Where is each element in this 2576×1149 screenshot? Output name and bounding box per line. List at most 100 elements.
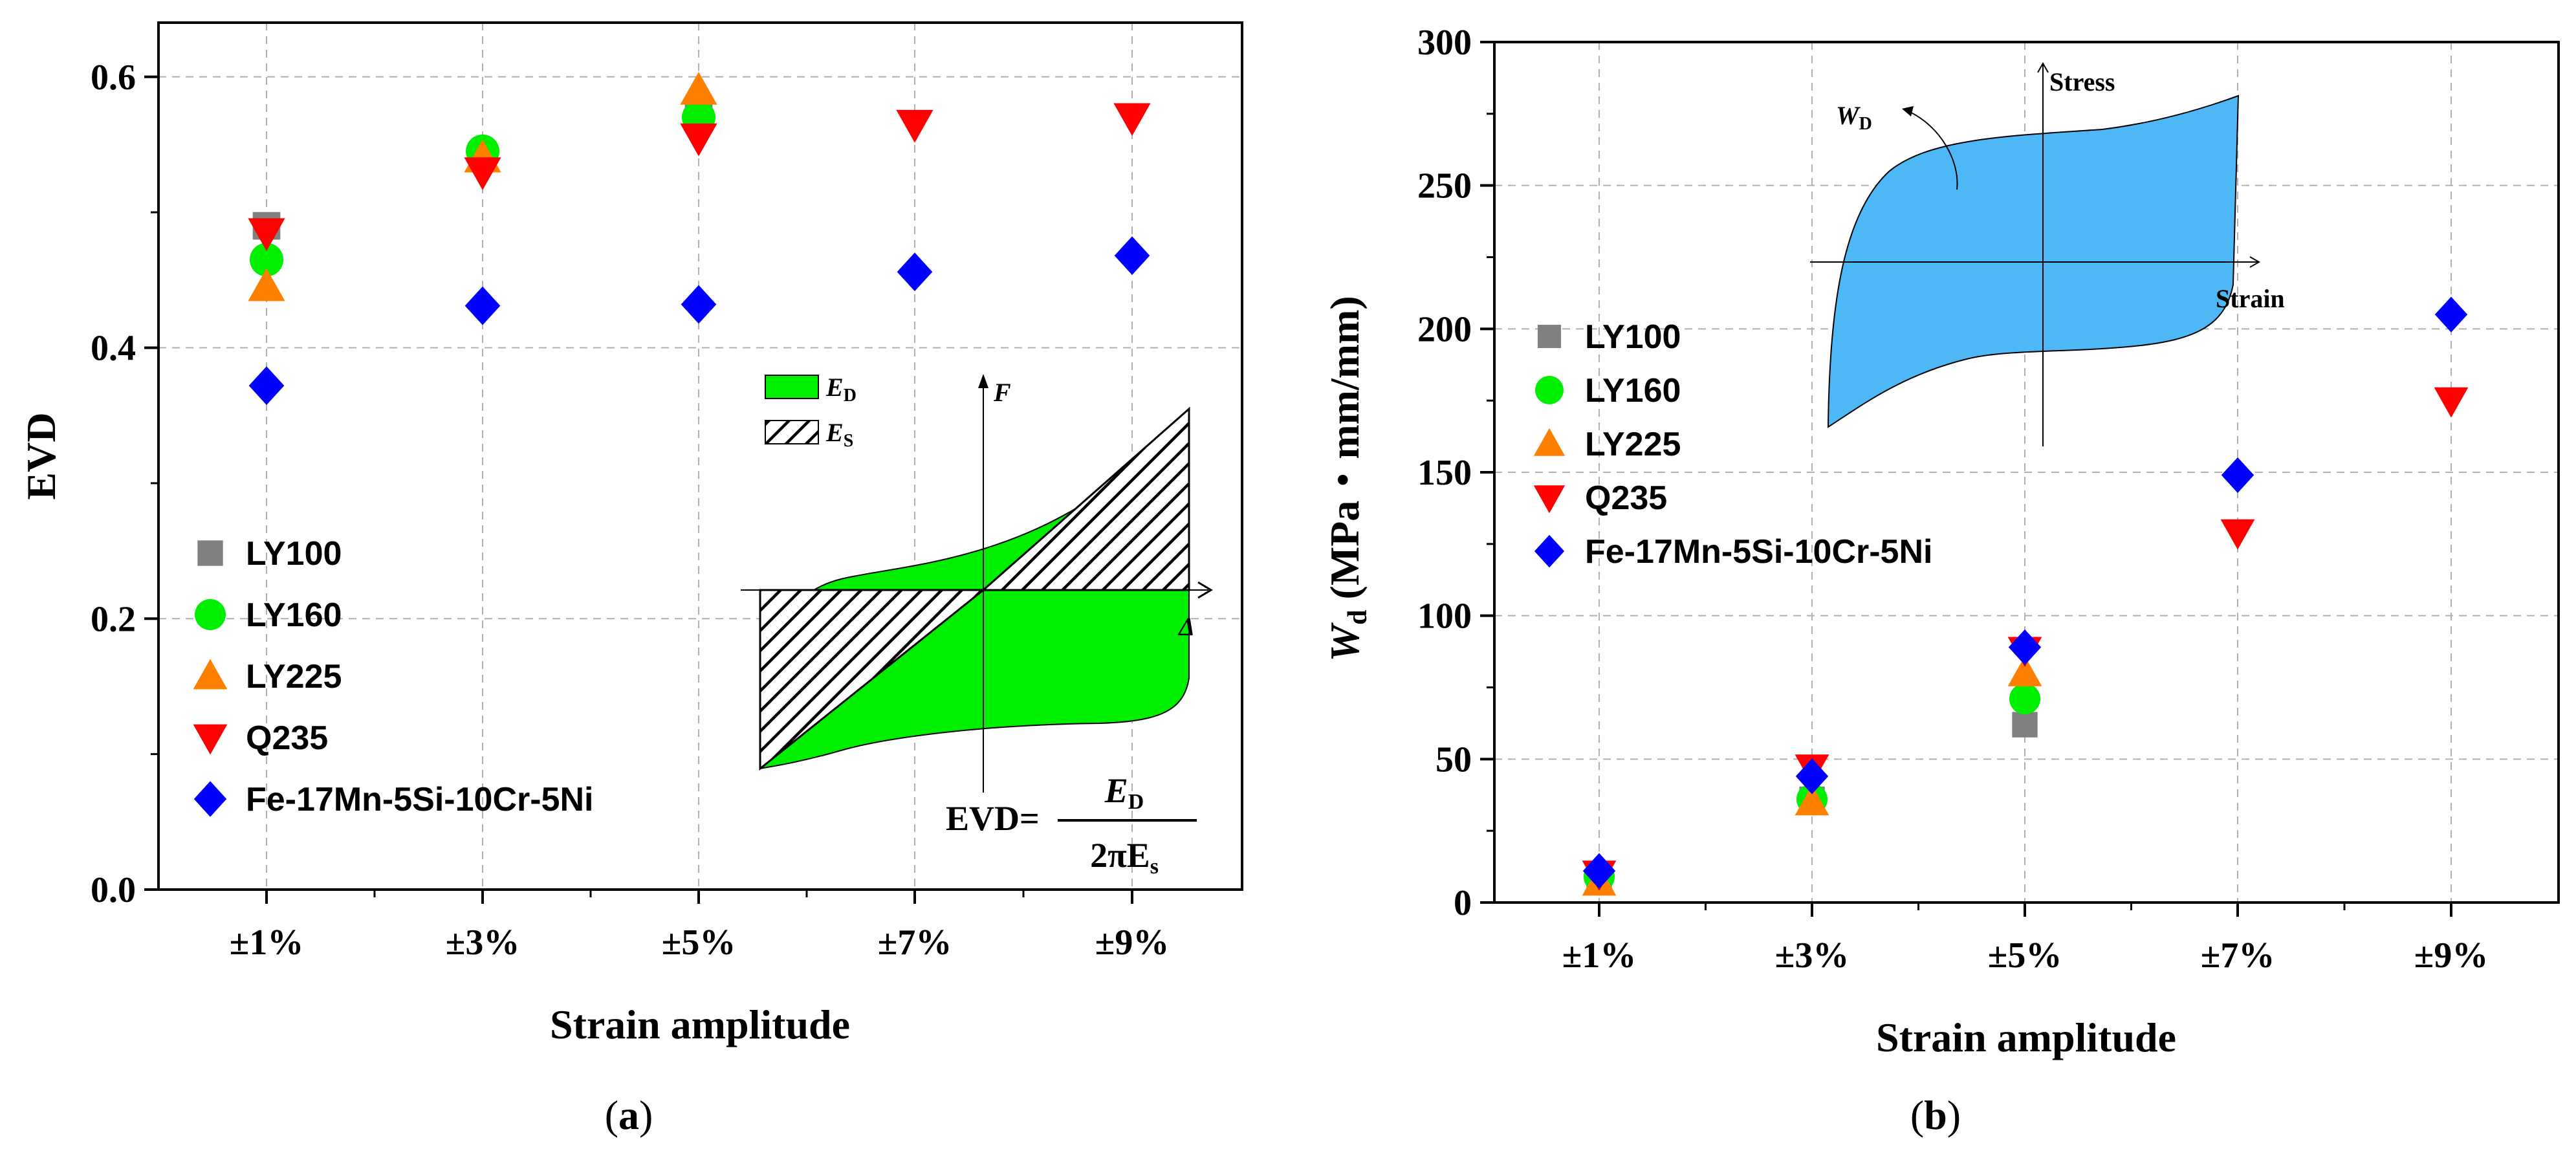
- panel-b-inset-haxis-arrow: [2249, 256, 2261, 268]
- panel-a-xtick-label: ±3%: [446, 923, 520, 963]
- panel-b-point-fe-17mn-5si-10cr-5ni-2: [1795, 758, 1829, 794]
- panel-b-inset-label-strain: Strain: [2216, 284, 2285, 313]
- panel-a-legend-label-ly225: LY225: [246, 658, 342, 695]
- panel-a-xtick-label: ±1%: [230, 923, 304, 963]
- panel-a-point-fe-17mn-5si-10cr-5ni-1: [248, 366, 285, 406]
- panel-a-legend-marker-ly225: [193, 659, 228, 690]
- panel-b-inset-label-wd: WD: [1836, 101, 1872, 134]
- panel-b-legend: LY100 LY160 LY225 Q235 Fe-17Mn-5Si-10Cr-5Ni: [1533, 318, 1932, 571]
- panel-a-legend-marker-fe-17mn-5si-10cr-5ni: [193, 781, 227, 817]
- panel-b-legend-label-ly160: LY160: [1585, 372, 1681, 410]
- panel-b-ticks: 0 50 100 150 200 250 300 ±1% ±3% ±5% ±7% ±9%: [1417, 23, 2488, 976]
- panel-b-ytick-label: 250: [1417, 166, 1472, 206]
- panel-b-legend-marker-ly100: [1537, 324, 1562, 349]
- panel-b-legend-label-fe-17mn-5si-10cr-5ni: Fe-17Mn-5Si-10Cr-5Ni: [1585, 533, 1932, 571]
- panel-b-ytick-label: 0: [1454, 883, 1472, 923]
- panel-a-ticks: 0.0 0.2 0.4 0.6 ±1% ±3% ±5% ±7% ±9%: [91, 58, 1169, 963]
- panel-a-plot-frame: [157, 21, 1243, 891]
- panel-a-xtick-label: ±7%: [878, 923, 952, 963]
- panel-a-point-fe-17mn-5si-10cr-5ni-5: [1114, 236, 1150, 276]
- panel-a-legend-marker-ly160: [195, 599, 226, 630]
- panel-b-point-q235-5: [2434, 387, 2469, 418]
- panel-b-ylabel: Wd (MPa・mm/mm): [1322, 296, 1373, 661]
- panel-a-point-q235-1: [248, 218, 285, 252]
- panel-b-ytick-label: 300: [1417, 23, 1472, 63]
- panel-b-legend-marker-ly160: [1535, 376, 1564, 404]
- panel-a-marks: [248, 72, 1151, 406]
- panel-b-inset: Stress Strain WD: [1810, 61, 2285, 446]
- panel-a-ytick-label: 0.4: [91, 329, 136, 369]
- panel-b-inset-vaxis-arrow: [2037, 61, 2049, 73]
- panel-a-inset-label-F: F: [993, 378, 1011, 407]
- panel-b-xtick-label: ±1%: [1562, 936, 1637, 976]
- panel-b-inset-wd-pointer: [1908, 111, 1958, 190]
- panel-a-ytick-label: 0.0: [91, 870, 136, 910]
- panel-a-point-fe-17mn-5si-10cr-5ni-4: [897, 252, 933, 292]
- panel-a-legend-label-ly160: LY160: [246, 596, 342, 634]
- panel-a-xtick-label: ±5%: [662, 923, 736, 963]
- panel-b-legend-label-ly100: LY100: [1585, 318, 1681, 356]
- panel-a-caption: (a): [605, 1092, 653, 1138]
- panel-b-point-ly100-3: [2012, 712, 2038, 738]
- panel-a-point-ly225-3: [680, 72, 717, 105]
- panel-b-legend-label-q235: Q235: [1585, 479, 1667, 517]
- panel-a-inset: F Δ ED ES EVD= ED 2πEs: [741, 373, 1213, 879]
- panel-a-inset-legend-es-swatch: [765, 420, 819, 444]
- panel-b-legend-marker-q235: [1533, 485, 1566, 514]
- panel-b-ytick-label: 200: [1417, 309, 1472, 349]
- panel-b-inset-wd-pointer-arrow: [1902, 106, 1914, 116]
- panel-a-ytick-label: 0.6: [91, 58, 136, 98]
- panel-a-formula-numerator: ED: [1104, 771, 1144, 814]
- panel-b-xtick-label: ±7%: [2201, 936, 2275, 976]
- panel-a-point-q235-5: [1113, 103, 1151, 137]
- panel-a-legend: LY100 LY160 LY225 Q235 Fe-17Mn-5Si-10Cr-5Ni: [193, 535, 593, 818]
- panel-a-point-ly225-1: [248, 268, 285, 301]
- panel-a-inset-label-delta: Δ: [1177, 612, 1195, 641]
- panel-a-legend-label-q235: Q235: [246, 719, 328, 757]
- panel-a-xtick-label: ±9%: [1095, 923, 1170, 963]
- panel-a-legend-label-fe-17mn-5si-10cr-5ni: Fe-17Mn-5Si-10Cr-5Ni: [246, 781, 593, 818]
- panel-b-marks: [1582, 296, 2469, 896]
- panel-b-point-fe-17mn-5si-10cr-5ni-4: [2221, 457, 2254, 494]
- panel-a-inset-legend-ed-swatch: [765, 375, 819, 399]
- panel-b-inset-label-stress: Stress: [2049, 67, 2115, 96]
- panel-a-ylabel: EVD: [18, 412, 64, 499]
- panel-a-formula-denominator: 2πEs: [1090, 836, 1159, 879]
- panel-a-point-fe-17mn-5si-10cr-5ni-2: [464, 286, 501, 325]
- panel-a-xlabel: Strain amplitude: [550, 1001, 850, 1047]
- panel-a-inset-es-upper: [981, 406, 1190, 591]
- panel-a-point-q235-3: [680, 123, 717, 157]
- panel-b-xtick-label: ±5%: [1988, 936, 2062, 976]
- panel-b-xtick-label: ±3%: [1775, 936, 1850, 976]
- panel-b-caption: (b): [1910, 1092, 1961, 1138]
- panel-a-legend-marker-q235: [193, 724, 228, 755]
- panel-a-point-ly160-1: [250, 243, 283, 277]
- panel-b-point-fe-17mn-5si-10cr-5ni-3: [2008, 629, 2042, 666]
- panel-a: 0.0 0.2 0.4 0.6 ±1% ±3% ±5% ±7% ±9% EVD Strain a…: [18, 21, 1243, 1138]
- panel-a-legend-marker-ly100: [197, 540, 223, 566]
- panel-b-point-fe-17mn-5si-10cr-5ni-1: [1582, 853, 1616, 889]
- panel-a-point-q235-2: [464, 157, 501, 190]
- panel-a-inset-haxis-arrow: [1197, 581, 1213, 599]
- panel-b-legend-marker-ly225: [1533, 428, 1566, 456]
- panel-b-point-ly160-3: [2009, 683, 2040, 715]
- panel-b-point-ly225-3: [2007, 655, 2042, 686]
- panel-a-inset-legend-es: ES: [825, 418, 853, 451]
- panel-b-point-fe-17mn-5si-10cr-5ni-5: [2434, 296, 2468, 333]
- panel-a-point-q235-4: [896, 109, 933, 143]
- panel-b: 0 50 100 150 200 250 300 ±1% ±3% ±5% ±7% ±9% Wd (MP…: [1322, 23, 2560, 1138]
- panel-b-point-q235-4: [2220, 519, 2255, 550]
- panel-b-legend-label-ly225: LY225: [1585, 426, 1681, 463]
- panel-b-point-ly225-2: [1795, 785, 1829, 816]
- panel-b-legend-marker-fe-17mn-5si-10cr-5ni: [1534, 534, 1565, 568]
- panel-a-inset-vaxis-arrow: [978, 374, 988, 388]
- panel-b-xtick-label: ±9%: [2414, 936, 2489, 976]
- panel-b-xlabel: Strain amplitude: [1876, 1014, 2176, 1060]
- panel-b-ytick-label: 100: [1417, 596, 1472, 637]
- panel-a-ytick-label: 0.2: [91, 599, 136, 639]
- panel-a-formula-lhs: EVD=: [946, 799, 1040, 838]
- panel-b-grid: [1494, 42, 2559, 903]
- panel-b-ytick-label: 150: [1417, 453, 1472, 493]
- panel-b-ytick-label: 50: [1435, 739, 1472, 780]
